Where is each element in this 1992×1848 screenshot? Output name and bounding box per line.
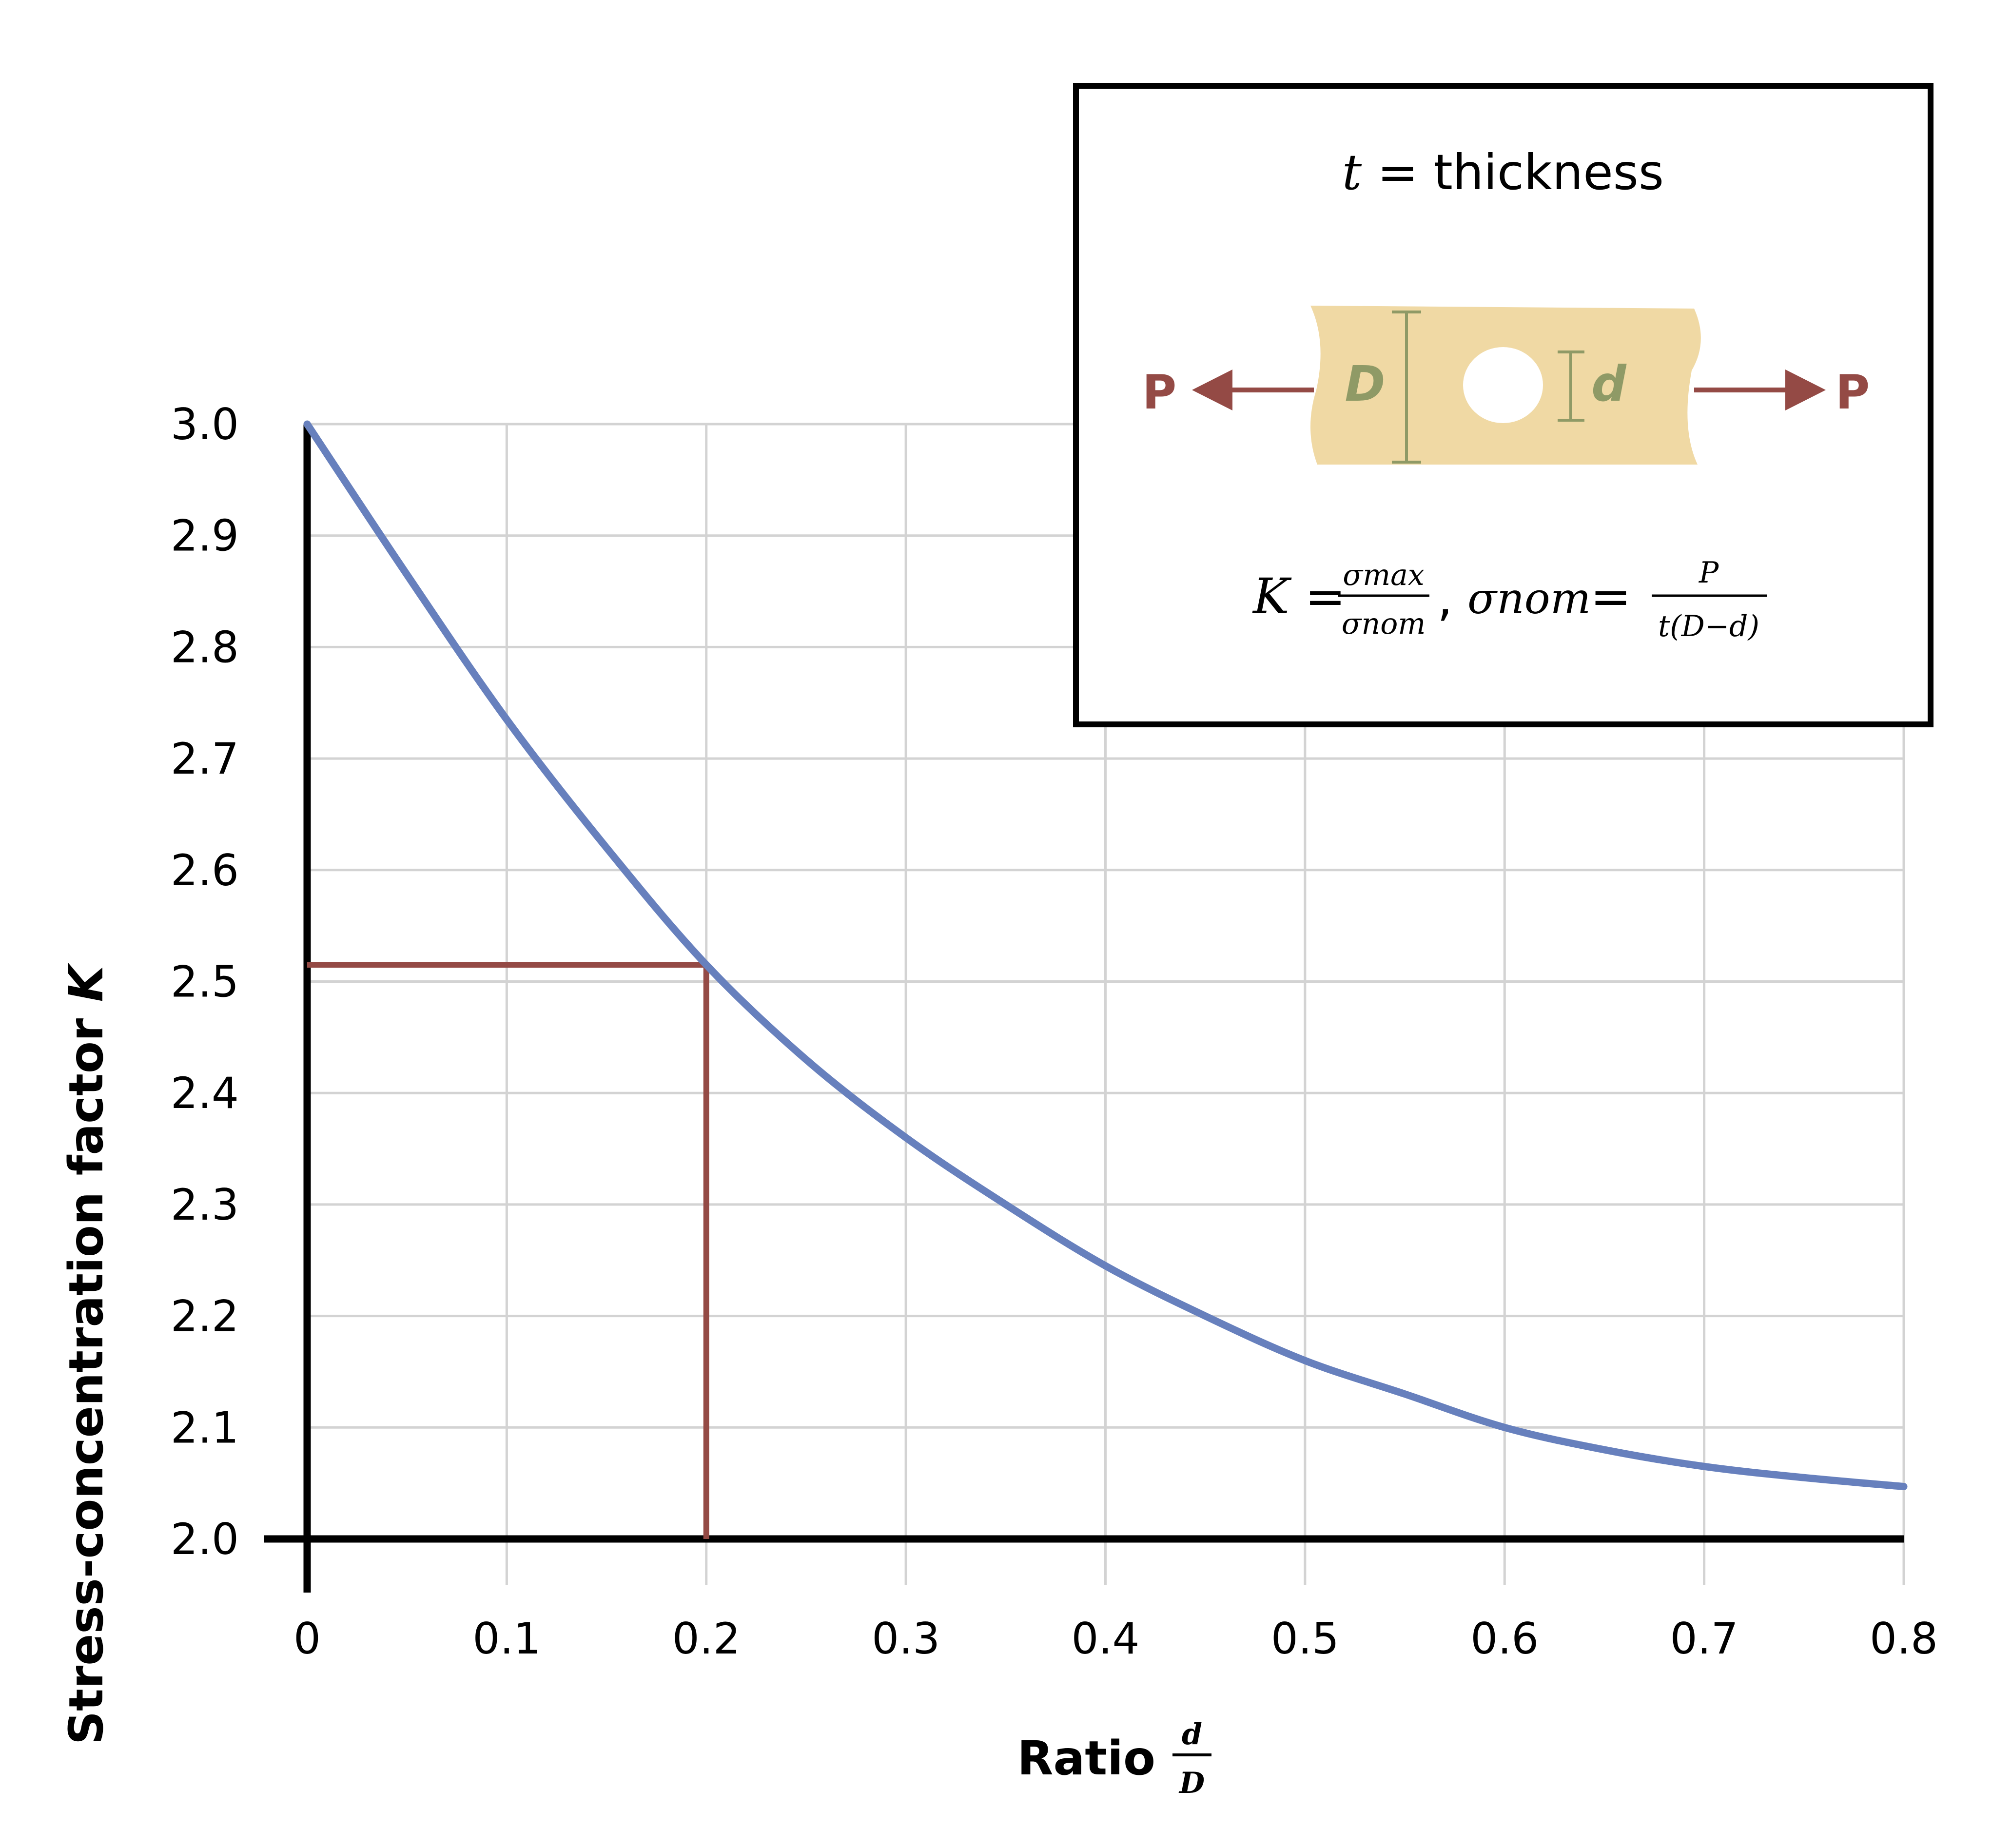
x-tick-label: 0.5 — [1271, 1614, 1339, 1664]
y-tick-label: 2.1 — [171, 1402, 239, 1453]
dimension-outer-label: D — [1345, 355, 1385, 412]
y-axis-title-prefix: Stress-concentration factor — [59, 1002, 114, 1745]
formula-sigma-nom-lhs: σnom — [1467, 573, 1591, 623]
formula-k: K = — [1252, 568, 1346, 625]
y-tick-label: 2.8 — [171, 622, 239, 672]
formula-equals-2: = — [1590, 568, 1631, 625]
y-tick-label: 2.3 — [171, 1180, 239, 1230]
formula-p: P — [1699, 556, 1719, 590]
reference-lines — [307, 962, 709, 1539]
x-axis-title: Ratio d D — [1017, 1717, 1211, 1800]
axes — [264, 424, 1904, 1593]
x-axis-title-numerator: d — [1182, 1717, 1202, 1751]
formula-sigma-max: σmax — [1343, 558, 1424, 592]
x-tick-label: 0.2 — [672, 1614, 741, 1664]
thickness-symbol: t — [1342, 144, 1362, 201]
y-axis-title-symbol: K — [59, 962, 114, 1002]
hole — [1463, 347, 1543, 423]
x-tick-label: 0.8 — [1870, 1614, 1938, 1664]
x-axis-title-denominator: D — [1178, 1766, 1205, 1800]
dimension-inner-label: d — [1591, 355, 1627, 412]
x-tick-label: 0.3 — [872, 1614, 940, 1664]
formula-k-symbol: K — [1252, 568, 1292, 625]
y-axis-title: Stress-concentration factor K — [59, 962, 114, 1745]
x-tick-label: 0.1 — [472, 1614, 541, 1664]
load-left-label: P — [1142, 365, 1176, 420]
y-tick-label: 2.2 — [171, 1291, 239, 1342]
y-tick-label: 2.0 — [171, 1514, 239, 1564]
y-tick-labels: 2.0 2.1 2.2 2.3 2.4 2.5 2.6 2.7 2.8 2.9 3.0 — [171, 399, 239, 1564]
x-tick-label: 0.7 — [1670, 1614, 1738, 1664]
formula-comma: , — [1437, 570, 1453, 627]
y-tick-label: 2.7 — [171, 734, 239, 784]
x-tick-label: 0.6 — [1470, 1614, 1539, 1664]
x-tick-label: 0.4 — [1072, 1614, 1140, 1664]
dimension-outer — [1392, 311, 1421, 464]
x-axis-title-text: Ratio — [1017, 1731, 1155, 1786]
load-right-label: P — [1836, 365, 1870, 420]
formula-equals: = — [1289, 568, 1346, 625]
load-arrow-right-head — [1785, 370, 1826, 410]
y-tick-label: 2.9 — [171, 511, 239, 561]
y-tick-label: 2.6 — [171, 845, 239, 895]
x-tick-label: 0 — [293, 1614, 321, 1664]
load-arrows — [1192, 370, 1826, 410]
series-line — [303, 420, 1908, 1491]
y-tick-label: 3.0 — [171, 399, 239, 449]
x-tick-labels: 0 0.1 0.2 0.3 0.4 0.5 0.6 0.7 0.8 — [293, 1614, 1938, 1664]
thickness-text: = thickness — [1362, 144, 1664, 201]
formula: K = σmax σnom , σnom = P t(D−d) — [1252, 556, 1767, 643]
y-tick-label: 2.5 — [171, 957, 239, 1007]
load-arrow-left-head — [1192, 370, 1232, 410]
formula-sigma-nom: σnom — [1342, 607, 1426, 641]
formula-denominator: t(D−d) — [1658, 609, 1759, 643]
inset-diagram: t = thickness D d P P K = — [1073, 83, 1933, 727]
y-tick-label: 2.4 — [171, 1068, 239, 1118]
dimension-inner — [1558, 350, 1584, 422]
thickness-label: t = thickness — [1342, 144, 1664, 201]
